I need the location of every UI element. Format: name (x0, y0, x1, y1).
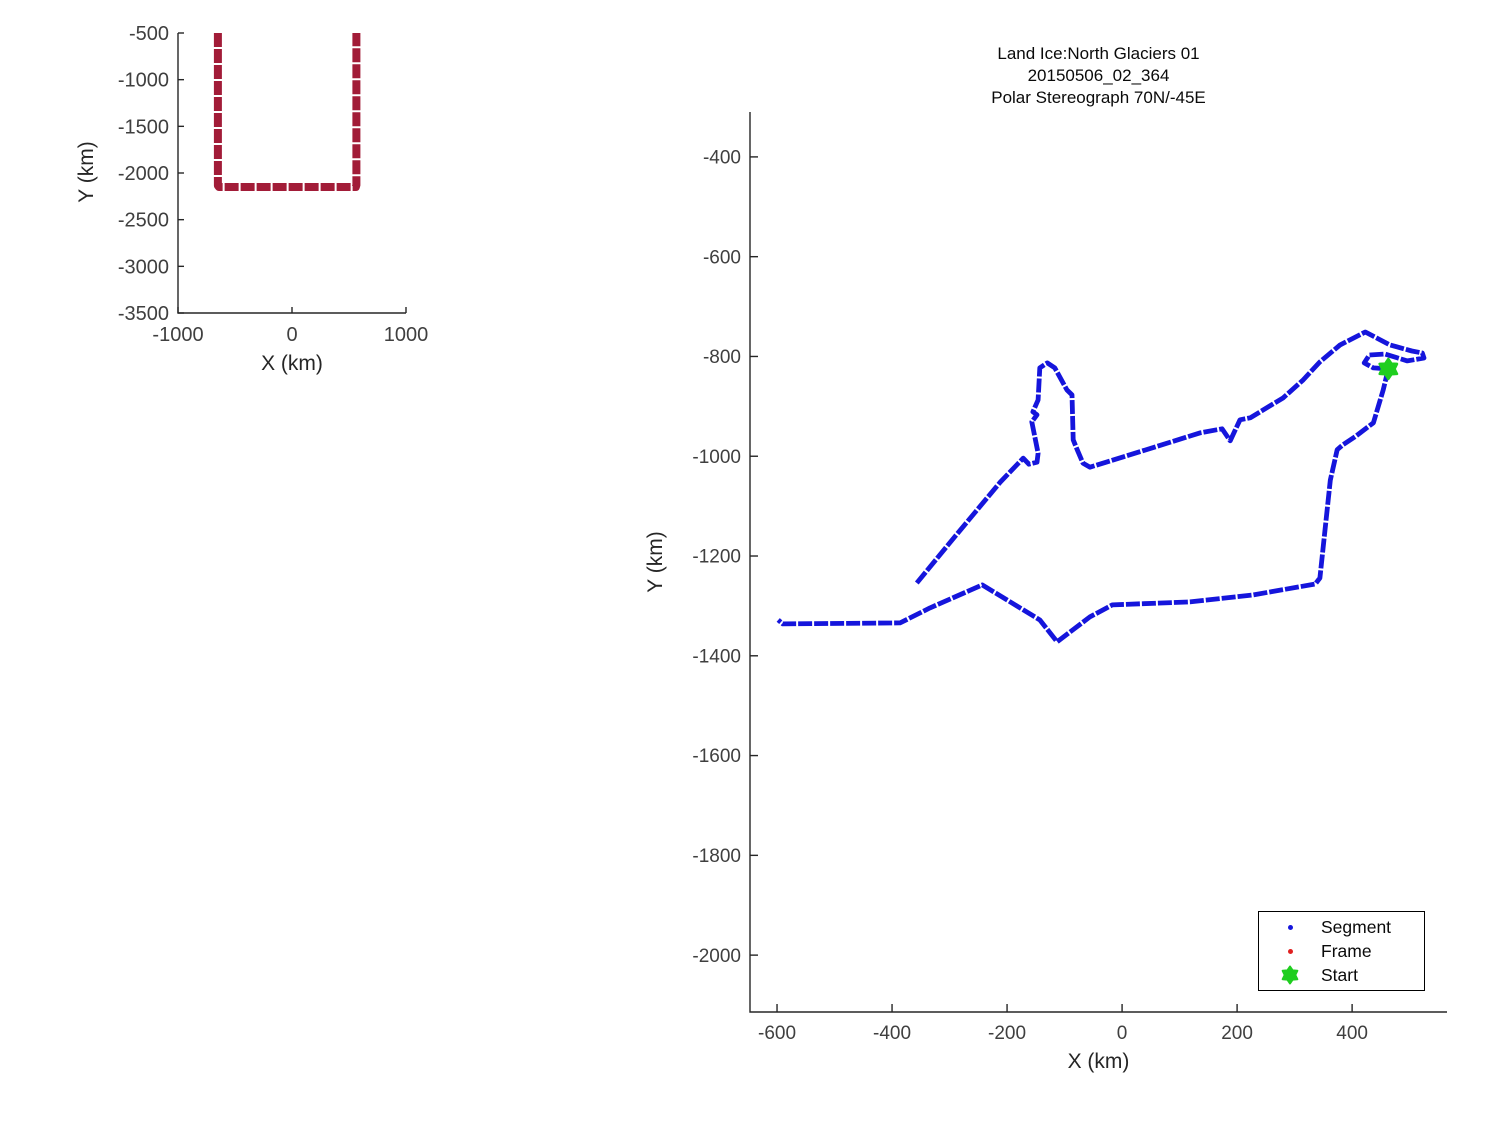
title-line-3: Polar Stereograph 70N/-45E (991, 88, 1206, 107)
overview-x-axis-label: X (km) (261, 352, 323, 375)
y-tick-label: -800 (703, 347, 741, 368)
flight-track-plot: -600 -400 -200 0 200 400-400-600-800-1000-120… (692, 112, 1447, 1044)
overview-y-axis-label: Y (km) (75, 141, 98, 203)
x-tick-label: -200 (988, 1023, 1026, 1044)
segment-track-path (776, 329, 1427, 645)
y-tick-label: -400 (703, 148, 741, 169)
legend-label-start: Start (1321, 964, 1358, 985)
x-tick-label: 0 (286, 324, 297, 346)
y-tick-label: -2500 (118, 210, 169, 232)
x-tick-label: 400 (1336, 1023, 1368, 1044)
main-x-axis-label: X (km) (1067, 1050, 1130, 1073)
y-tick-label: -1800 (692, 846, 741, 867)
x-tick-label: -400 (873, 1023, 911, 1044)
y-tick-label: -3500 (118, 303, 169, 325)
y-tick-label: -2000 (692, 946, 741, 967)
ground-track-track-path (213, 33, 361, 191)
y-tick-label: -1400 (692, 646, 741, 667)
axis-spines (749, 112, 1447, 1013)
y-tick-label: -1500 (118, 116, 169, 138)
y-tick-label: -1200 (692, 547, 741, 568)
x-tick-label: -600 (758, 1023, 796, 1044)
y-tick-label: -600 (703, 247, 741, 268)
legend-item-segment: Segment (1259, 915, 1424, 939)
x-tick-label: -1000 (152, 324, 203, 346)
y-tick-label: -1600 (692, 746, 741, 767)
title-line-1: Land Ice:North Glaciers 01 (997, 44, 1200, 63)
y-tick-label: -500 (129, 23, 169, 45)
legend-item-start: Start (1259, 963, 1424, 987)
legend-item-frame: Frame (1259, 939, 1424, 963)
y-tick-label: -2000 (118, 163, 169, 185)
frame-dot-icon (1259, 948, 1321, 954)
x-tick-label: 200 (1221, 1023, 1253, 1044)
overview-map-plot: -1000 0 1000 -500 -1000 -1500 -2000 -2500 -3000 -… (118, 23, 428, 346)
axis-spines (177, 33, 406, 314)
y-tick-label: -1000 (118, 70, 169, 92)
y-tick-label: -3000 (118, 256, 169, 278)
legend-label-frame: Frame (1321, 940, 1372, 961)
segment-dot-icon (1259, 924, 1321, 930)
legend-label-segment: Segment (1321, 916, 1392, 937)
start-hexagram-glyph (1281, 965, 1299, 985)
main-y-axis-label: Y (km) (644, 531, 667, 593)
x-tick-label: 0 (1117, 1023, 1128, 1044)
start-hexagram-icon (1259, 965, 1321, 985)
y-tick-label: -1000 (692, 447, 741, 468)
start-marker (1378, 357, 1399, 381)
legend-box: Segment Frame Start (1258, 911, 1425, 991)
plot-title: Land Ice:North Glaciers 01 20150506_02_3… (750, 43, 1447, 109)
x-tick-label: 1000 (384, 324, 429, 346)
title-line-2: 20150506_02_364 (1027, 66, 1170, 85)
